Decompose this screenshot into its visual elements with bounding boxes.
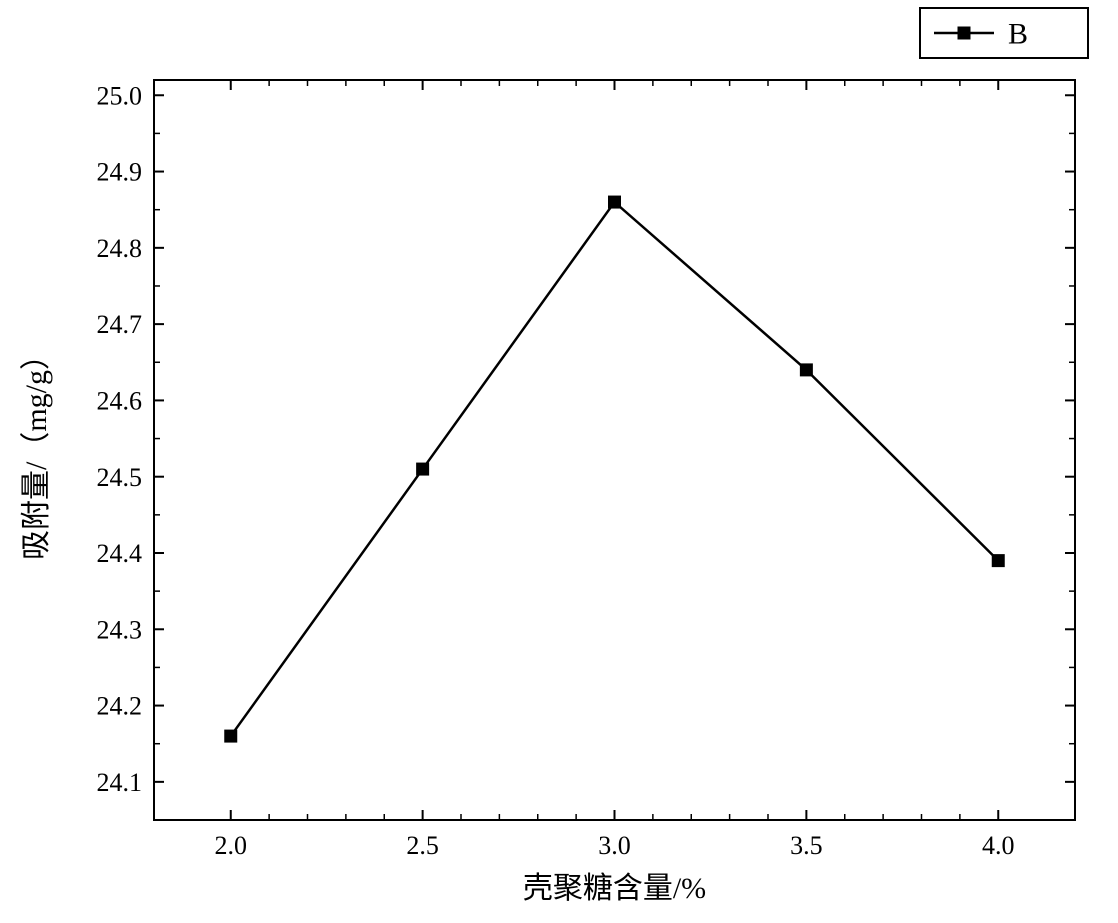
y-axis-label: 吸附量/（mg/g） [20,340,53,560]
x-tick-label: 3.5 [790,831,823,860]
y-tick-label: 24.7 [97,310,143,339]
legend-label: B [1008,18,1028,51]
y-tick-label: 24.6 [97,387,143,416]
x-tick-label: 4.0 [982,831,1015,860]
y-tick-label: 24.4 [97,539,143,568]
x-tick-label: 3.0 [598,831,631,860]
y-tick-label: 24.8 [97,234,143,263]
y-tick-label: 24.3 [97,615,143,644]
y-tick-label: 25.0 [97,81,143,110]
data-line [231,202,999,736]
x-tick-label: 2.0 [215,831,248,860]
plot-frame [154,80,1075,820]
data-marker [992,555,1004,567]
y-tick-label: 24.9 [97,158,143,187]
y-tick-label: 24.2 [97,692,143,721]
y-tick-label: 24.1 [97,768,143,797]
x-axis-label: 壳聚糖含量/% [523,872,706,905]
data-marker [800,364,812,376]
data-marker [225,730,237,742]
legend-marker [958,27,970,39]
data-marker [609,196,621,208]
x-tick-label: 2.5 [406,831,439,860]
data-marker [417,463,429,475]
chart-svg: 2.0 2.5 3.0 3.5 4.0 24.1 24.2 24.3 24.4 24.5 24.6 2… [0,0,1118,923]
chart-container: 2.0 2.5 3.0 3.5 4.0 24.1 24.2 24.3 24.4 24.5 24.6 2… [0,0,1118,923]
y-tick-label: 24.5 [97,463,143,492]
